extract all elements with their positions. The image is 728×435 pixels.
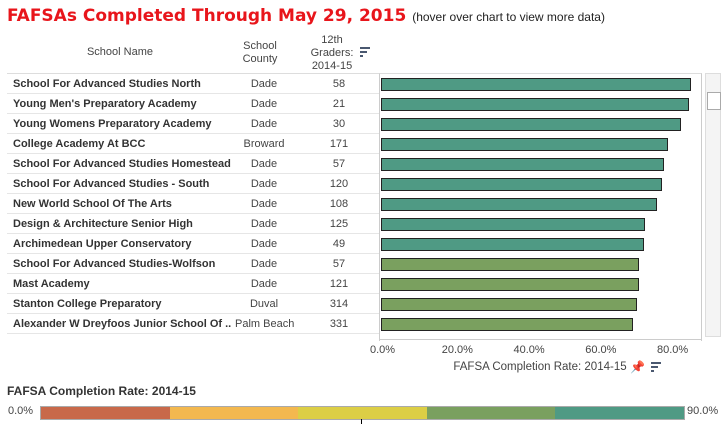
x-tick-label: 20.0% — [441, 344, 473, 356]
x-tick-label: 0.0% — [370, 344, 396, 356]
graders-count: 58 — [332, 78, 346, 90]
header-school-county[interactable]: School County — [242, 40, 278, 65]
scrollbar[interactable] — [705, 73, 721, 337]
table-row[interactable]: Young Womens Preparatory Academy Dade 30 — [7, 114, 379, 134]
bar[interactable] — [381, 318, 633, 331]
sort-icon[interactable] — [651, 362, 661, 374]
school-county: Palm Beach — [235, 318, 295, 330]
school-name: Archimedean Upper Conservatory — [13, 238, 192, 250]
school-county: Dade — [250, 178, 278, 190]
school-name: Young Men's Preparatory Academy — [13, 98, 197, 110]
table-row[interactable]: School For Advanced Studies - South Dade 1… — [7, 174, 379, 194]
school-county: Dade — [250, 258, 278, 270]
legend-swatch — [426, 407, 556, 419]
bar[interactable] — [381, 78, 691, 91]
table-row[interactable]: New World School Of The Arts Dade 108 — [7, 194, 379, 214]
bar-chart — [379, 73, 702, 341]
school-name: Mast Academy — [13, 278, 90, 290]
school-county: Duval — [249, 298, 279, 310]
bar[interactable] — [381, 118, 681, 131]
legend-max: 90.0% — [687, 405, 719, 417]
axis-label: FAFSA Completion Rate: 2014-15 — [453, 361, 627, 373]
school-name: School For Advanced Studies-Wolfson — [13, 258, 216, 270]
bar[interactable] — [381, 198, 657, 211]
legend-min: 0.0% — [8, 405, 34, 417]
x-axis — [379, 339, 701, 340]
graders-count: 125 — [329, 218, 349, 230]
bar[interactable] — [381, 218, 645, 231]
table-row[interactable]: Archimedean Upper Conservatory Dade 49 — [7, 234, 379, 254]
bar[interactable] — [381, 138, 668, 151]
school-county: Broward — [243, 138, 285, 150]
school-name: Young Womens Preparatory Academy — [13, 118, 212, 130]
school-county: Dade — [250, 238, 278, 250]
bar[interactable] — [381, 278, 639, 291]
school-county: Dade — [250, 218, 278, 230]
graders-count: 121 — [329, 278, 349, 290]
school-name: School For Advanced Studies Homestead — [13, 158, 231, 170]
table-row[interactable]: School For Advanced Studies North Dade 58 — [7, 74, 379, 94]
table-row[interactable]: Design & Architecture Senior High Dade 125 — [7, 214, 379, 234]
graders-count: 314 — [329, 298, 349, 310]
legend-title: FAFSA Completion Rate: 2014-15 — [7, 384, 196, 398]
table-row[interactable]: Mast Academy Dade 121 — [7, 274, 379, 294]
pin-icon[interactable]: 📌 — [630, 360, 645, 374]
table-row[interactable]: College Academy At BCC Broward 171 — [7, 134, 379, 154]
table-row[interactable]: Stanton College Preparatory Duval 314 — [7, 294, 379, 314]
legend-swatch — [41, 407, 170, 419]
bar[interactable] — [381, 258, 639, 271]
bar[interactable] — [381, 98, 689, 111]
school-name: College Academy At BCC — [13, 138, 146, 150]
graders-count: 21 — [332, 98, 346, 110]
school-table: School For Advanced Studies North Dade 58 Y… — [7, 73, 379, 341]
school-county: Dade — [250, 98, 278, 110]
graders-count: 171 — [329, 138, 349, 150]
legend-marker — [361, 419, 362, 424]
bar[interactable] — [381, 238, 644, 251]
table-row[interactable]: School For Advanced Studies Homestead Dad… — [7, 154, 379, 174]
legend-swatch — [298, 407, 427, 419]
bar[interactable] — [381, 298, 637, 311]
graders-count: 30 — [332, 118, 346, 130]
school-name: Alexander W Dreyfoos Junior School Of .. — [13, 318, 232, 330]
school-name: School For Advanced Studies - South — [13, 178, 210, 190]
school-county: Dade — [250, 278, 278, 290]
school-county: Dade — [250, 158, 278, 170]
x-tick-label: 60.0% — [585, 344, 617, 356]
scroll-thumb[interactable] — [707, 92, 721, 110]
subtitle: (hover over chart to view more data) — [412, 10, 605, 24]
x-tick-label: 40.0% — [513, 344, 545, 356]
school-name: Design & Architecture Senior High — [13, 218, 193, 230]
page-title: FAFSAs Completed Through May 29, 2015 (h… — [7, 6, 605, 26]
sort-icon[interactable] — [360, 47, 370, 59]
legend-swatch — [555, 407, 684, 419]
school-name: New World School Of The Arts — [13, 198, 172, 210]
header-school-name[interactable]: School Name — [86, 46, 154, 58]
table-row[interactable]: Alexander W Dreyfoos Junior School Of ..… — [7, 314, 379, 334]
bar[interactable] — [381, 178, 662, 191]
school-name: Stanton College Preparatory — [13, 298, 162, 310]
graders-count: 120 — [329, 178, 349, 190]
graders-count: 108 — [329, 198, 349, 210]
header-12th-graders[interactable]: 12th Graders: 2014-15 — [310, 34, 354, 72]
graders-count: 331 — [329, 318, 349, 330]
school-name: School For Advanced Studies North — [13, 78, 201, 90]
table-row[interactable]: Young Men's Preparatory Academy Dade 21 — [7, 94, 379, 114]
graders-count: 57 — [332, 158, 346, 170]
table-row[interactable]: School For Advanced Studies-Wolfson Dade 5… — [7, 254, 379, 274]
bar[interactable] — [381, 158, 664, 171]
school-county: Dade — [250, 198, 278, 210]
graders-count: 57 — [332, 258, 346, 270]
school-county: Dade — [250, 118, 278, 130]
school-county: Dade — [250, 78, 278, 90]
color-legend — [40, 406, 685, 420]
graders-count: 49 — [332, 238, 346, 250]
x-tick-label: 80.0% — [657, 344, 689, 356]
legend-swatch — [169, 407, 299, 419]
